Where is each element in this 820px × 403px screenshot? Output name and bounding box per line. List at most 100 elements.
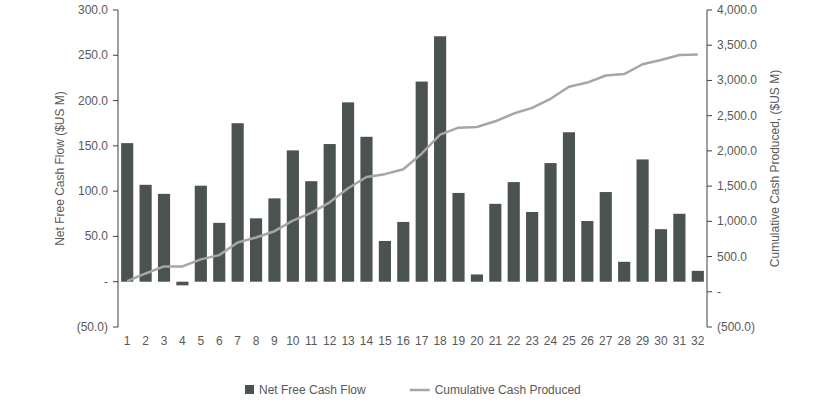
y-tick [113, 145, 118, 146]
bar [508, 182, 520, 282]
x-tick-label: 21 [489, 334, 503, 348]
y2-axis-line [707, 10, 708, 327]
y-tick [113, 281, 118, 282]
bar [600, 192, 612, 282]
x-tick-label: 19 [452, 334, 466, 348]
x-tick-label: 1 [124, 334, 131, 348]
bar [489, 204, 501, 282]
y-tick-label: 250.0 [78, 48, 108, 62]
y2-tick-label: (500.0) [717, 320, 755, 334]
chart: (50.0) - 50.0 100.0 150.0 200.0 250.0 300.0 (500… [0, 0, 820, 403]
x-tick-label: 4 [179, 334, 186, 348]
y2-tick-label: 1,000.0 [717, 214, 757, 228]
y2-axis-title: Cumulative Cash Produced, ($US M) [768, 70, 782, 267]
x-tick-label: 5 [197, 334, 204, 348]
bar [655, 229, 667, 282]
x-tick-label: 23 [525, 334, 539, 348]
bar [232, 123, 244, 282]
y-tick [113, 55, 118, 56]
y-tick [113, 327, 118, 328]
y2-tick [707, 80, 712, 81]
bar [324, 144, 336, 282]
y2-tick [707, 115, 712, 116]
x-tick-label: 32 [691, 334, 705, 348]
bar [673, 214, 685, 282]
x-tick-label: 30 [654, 334, 668, 348]
legend: Net Free Cash Flow Cumulative Cash Produc… [245, 383, 581, 397]
line [127, 54, 698, 281]
bar [250, 218, 262, 281]
y2-tick [707, 10, 712, 11]
bar [360, 137, 372, 282]
y2-tick-label: 3,500.0 [717, 38, 757, 52]
bar [140, 185, 152, 282]
y2-tick [707, 221, 712, 222]
x-tick-label: 15 [378, 334, 392, 348]
x-tick-label: 25 [562, 334, 576, 348]
bar [195, 186, 207, 282]
x-tick-label: 28 [617, 334, 631, 348]
legend-swatch [410, 389, 430, 392]
y2-tick [707, 291, 712, 292]
bar [379, 241, 391, 282]
bar [287, 150, 299, 281]
bar [268, 198, 280, 281]
y-tick-label: 100.0 [78, 184, 108, 198]
y2-tick-label: - [717, 285, 721, 299]
y-tick-label: - [104, 275, 108, 289]
y-tick-label: 50.0 [85, 229, 109, 243]
y2-tick-label: 500.0 [717, 250, 747, 264]
x-tick-label: 14 [360, 334, 374, 348]
x-tick-label: 8 [253, 334, 260, 348]
y-axis-line [118, 10, 119, 327]
x-tick-label: 22 [507, 334, 521, 348]
y2-tick-label: 4,000.0 [717, 3, 757, 17]
y-tick [113, 100, 118, 101]
x-tick-label: 10 [286, 334, 300, 348]
y-tick [113, 191, 118, 192]
y-axis-title: Net Free Cash Flow ($US M) [53, 91, 67, 246]
bar [692, 271, 704, 282]
y-tick [113, 236, 118, 237]
y2-tick [707, 150, 712, 151]
x-tick-label: 20 [470, 334, 484, 348]
y-tick-label: 200.0 [78, 94, 108, 108]
bar [452, 193, 464, 282]
y2-tick [707, 327, 712, 328]
x-tick-label: 29 [636, 334, 650, 348]
x-tick-label: 6 [216, 334, 223, 348]
x-tick-label: 7 [234, 334, 241, 348]
y2-tick [707, 256, 712, 257]
y2-tick [707, 45, 712, 46]
y2-tick-label: 3,000.0 [717, 73, 757, 87]
bar [581, 221, 593, 282]
legend-label: Cumulative Cash Produced [435, 383, 581, 397]
legend-swatch [245, 385, 254, 394]
x-tick-label: 2 [142, 334, 149, 348]
x-tick-label: 16 [397, 334, 411, 348]
bar [471, 274, 483, 281]
y-tick-label: 300.0 [78, 3, 108, 17]
y2-tick-label: 2,000.0 [717, 144, 757, 158]
legend-label: Net Free Cash Flow [259, 383, 366, 397]
y-tick-label: (50.0) [77, 320, 108, 334]
bar [618, 262, 630, 282]
bar [563, 132, 575, 281]
y-tick [113, 10, 118, 11]
x-tick-label: 3 [161, 334, 168, 348]
y2-tick-label: 1,500.0 [717, 179, 757, 193]
y-tick-label: 150.0 [78, 139, 108, 153]
x-tick-label: 24 [544, 334, 558, 348]
x-tick-label: 13 [341, 334, 355, 348]
x-tick-label: 17 [415, 334, 429, 348]
x-tick-label: 31 [673, 334, 687, 348]
x-tick-label: 26 [581, 334, 595, 348]
bar [121, 143, 133, 282]
x-tick-label: 12 [323, 334, 337, 348]
x-tick-label: 11 [305, 334, 318, 348]
bar [526, 212, 538, 282]
y2-tick-label: 2,500.0 [717, 109, 757, 123]
bar [544, 163, 556, 282]
bar [416, 82, 428, 282]
y2-tick [707, 186, 712, 187]
